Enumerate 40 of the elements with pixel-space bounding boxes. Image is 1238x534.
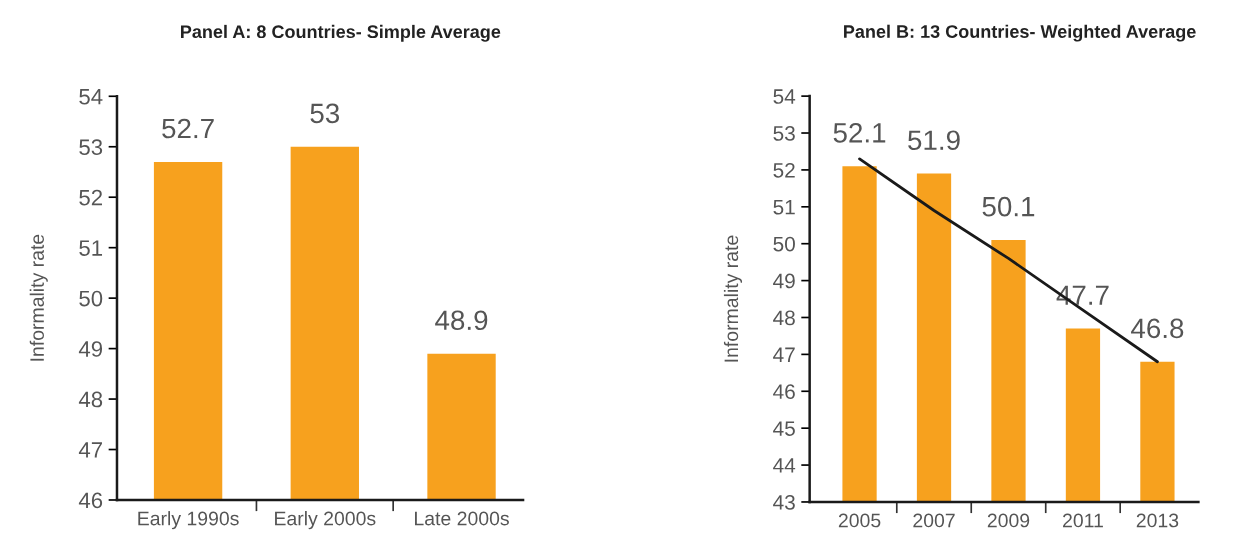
y-axis-title: Informality rate bbox=[723, 235, 743, 362]
y-tick-label: 46 bbox=[773, 384, 795, 400]
y-tick-label: 49 bbox=[773, 273, 795, 289]
data-label: 53 bbox=[310, 103, 340, 124]
x-tick-label: 2013 bbox=[1136, 513, 1179, 528]
y-tick-label: 52 bbox=[773, 162, 795, 178]
x-tick-label: 2009 bbox=[987, 513, 1030, 528]
data-label: 50.1 bbox=[982, 196, 1035, 217]
y-tick-label: 46 bbox=[78, 492, 103, 509]
x-tick-label: Late 2000s bbox=[415, 511, 509, 526]
y-tick-label: 43 bbox=[773, 494, 795, 510]
data-label: 51.9 bbox=[908, 130, 960, 151]
y-tick-label: 53 bbox=[773, 126, 795, 141]
y-axis-title: Informality rate bbox=[29, 234, 48, 361]
data-label: 52.7 bbox=[162, 118, 214, 139]
y-tick-label: 50 bbox=[79, 290, 103, 307]
chart-title: Panel B: 13 Countries- Weighted Average bbox=[844, 24, 1196, 42]
data-label: 46.8 bbox=[1131, 318, 1184, 339]
x-tick-label: 2005 bbox=[838, 513, 881, 528]
y-tick-label: 52 bbox=[79, 189, 102, 206]
y-tick-label: 45 bbox=[773, 421, 795, 436]
y-tick-label: 44 bbox=[773, 458, 796, 473]
x-tick-label: Early 1990s bbox=[138, 511, 239, 530]
y-tick-label: 53 bbox=[79, 139, 103, 156]
y-tick-label: 47 bbox=[78, 442, 102, 458]
data-label: 52.1 bbox=[833, 123, 886, 143]
y-tick-label: 50 bbox=[773, 236, 795, 252]
y-tick-label: 48 bbox=[78, 391, 103, 408]
data-label: 48.9 bbox=[435, 310, 488, 331]
y-tick-label: 48 bbox=[773, 310, 795, 326]
x-tick-label: 2011 bbox=[1063, 513, 1103, 528]
x-tick-label: Early 2000s bbox=[275, 511, 376, 530]
y-tick-label: 54 bbox=[79, 89, 103, 105]
y-tick-label: 51 bbox=[773, 200, 795, 215]
chart-title: Panel A: 8 Countries- Simple Average bbox=[181, 24, 501, 42]
y-tick-label: 54 bbox=[773, 89, 796, 104]
x-tick-label: 2007 bbox=[913, 513, 955, 528]
y-tick-label: 49 bbox=[78, 341, 103, 357]
y-tick-label: 47 bbox=[773, 347, 795, 362]
y-tick-label: 51 bbox=[79, 240, 103, 256]
